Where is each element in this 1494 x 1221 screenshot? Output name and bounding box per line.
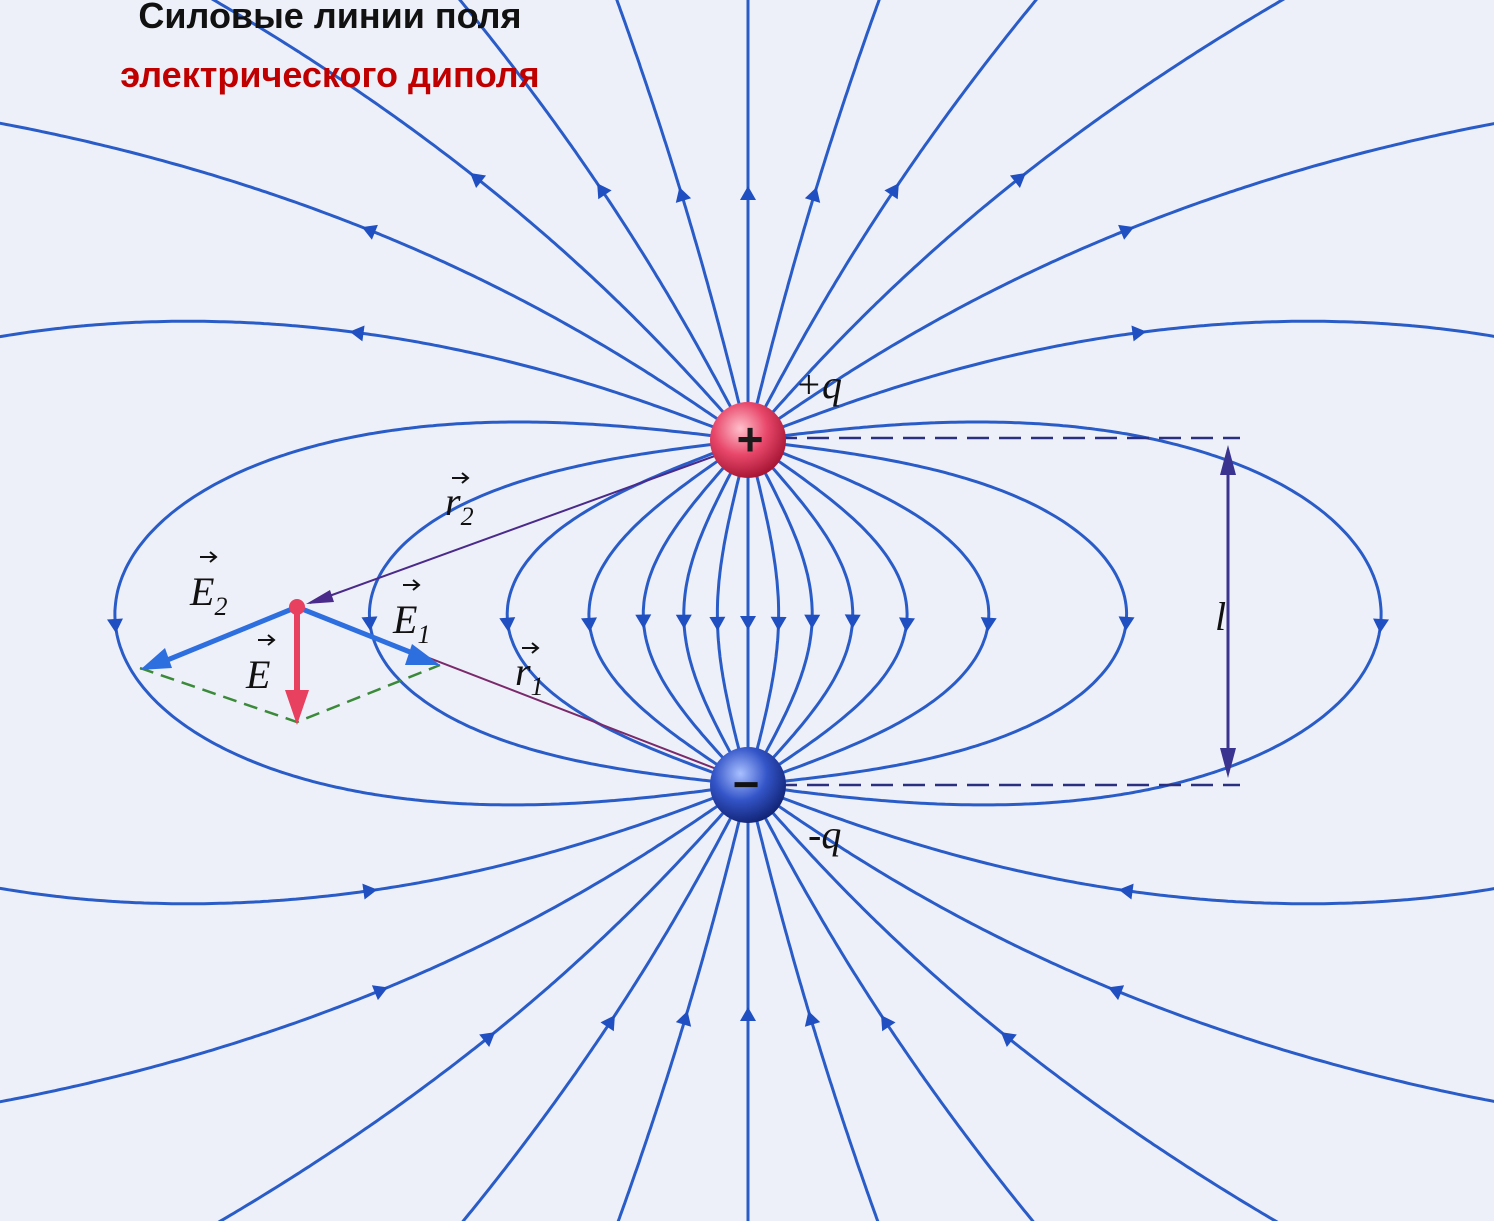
negative-label: -q xyxy=(808,812,841,857)
field-point xyxy=(289,599,305,615)
field-arrow xyxy=(107,618,123,633)
field-arrow xyxy=(1009,173,1026,188)
title-line2: электрического диполя xyxy=(120,54,539,95)
field-arrow xyxy=(884,183,899,200)
field-line xyxy=(113,420,731,807)
title-line1: Силовые линии поля xyxy=(138,0,521,36)
field-arrow xyxy=(881,1015,896,1032)
field-arrow xyxy=(361,616,378,631)
e2-vector xyxy=(159,604,298,666)
field-line xyxy=(751,462,781,767)
e1-vector xyxy=(296,604,421,659)
field-arrow xyxy=(844,614,861,629)
e1-head xyxy=(405,644,440,665)
field-arrow xyxy=(804,1011,821,1027)
r2-sym: r xyxy=(445,479,461,524)
positive-charge xyxy=(710,402,786,478)
field-line xyxy=(615,0,744,418)
negative-sign: − xyxy=(733,758,760,810)
field-arrow xyxy=(740,186,756,200)
field-arrow xyxy=(371,985,388,1001)
r2-label: r2 xyxy=(445,472,474,531)
e2-head xyxy=(140,648,172,670)
field-line xyxy=(769,441,1129,785)
e2-label: E2 xyxy=(189,551,227,621)
field-arrow xyxy=(581,617,597,632)
r2-sub: 2 xyxy=(461,502,474,531)
e1-label: E1 xyxy=(392,579,430,649)
field-arrow xyxy=(1118,883,1134,900)
field-arrow xyxy=(479,1032,496,1048)
field-arrow xyxy=(1131,325,1147,342)
field-arrow xyxy=(1118,224,1135,240)
field-arrow xyxy=(675,1011,692,1027)
field-arrow xyxy=(770,616,787,631)
field-arrow xyxy=(1118,616,1135,631)
e-head xyxy=(285,690,309,725)
field-line xyxy=(769,319,1494,433)
field-line xyxy=(752,0,881,418)
e1-sym: E xyxy=(392,597,417,642)
e2-symbol: E2 xyxy=(189,569,227,621)
field-arrow xyxy=(470,173,487,188)
field-arrow xyxy=(1000,1032,1017,1048)
e-label: E xyxy=(245,634,276,697)
field-line xyxy=(587,452,734,776)
field-line xyxy=(762,0,1286,424)
e-symbol: E xyxy=(245,652,270,697)
field-arrow xyxy=(349,325,365,342)
field-arrow xyxy=(361,224,378,240)
field-line xyxy=(766,122,1494,428)
e1-sub: 1 xyxy=(417,620,430,649)
field-line xyxy=(0,797,730,1104)
field-line xyxy=(765,447,991,780)
field-arrow xyxy=(675,614,692,629)
field-arrow xyxy=(675,187,692,203)
r1-label: r1 xyxy=(515,642,544,701)
field-line xyxy=(762,452,909,776)
field-arrow xyxy=(597,183,612,200)
r2-line xyxy=(309,444,746,604)
field-arrow xyxy=(740,616,756,630)
field-line xyxy=(765,420,1383,807)
field-line xyxy=(0,319,727,433)
field-arrow xyxy=(499,617,516,632)
positive-label: +q xyxy=(795,362,842,407)
r1-symbol: r1 xyxy=(515,649,544,701)
e2-sym: E xyxy=(189,569,214,614)
field-line xyxy=(757,0,1038,420)
r2-arrow xyxy=(306,590,334,604)
positive-sign: + xyxy=(737,413,764,465)
r1-sub: 1 xyxy=(531,672,544,701)
negative-charge xyxy=(710,747,786,823)
field-arrow xyxy=(804,187,821,203)
e2-sub: 2 xyxy=(214,592,227,621)
field-arrow xyxy=(980,617,997,632)
r2-symbol: r2 xyxy=(445,479,474,531)
distance-label: l xyxy=(1215,594,1226,639)
field-line xyxy=(715,462,745,767)
field-arrow xyxy=(899,617,915,632)
field-line xyxy=(458,0,739,420)
field-arrow xyxy=(362,883,378,900)
field-arrow xyxy=(1108,985,1125,1001)
field-arrow xyxy=(600,1015,615,1032)
field-arrow xyxy=(740,1007,756,1021)
field-line xyxy=(210,0,734,424)
field-arrow xyxy=(1373,618,1389,633)
r1-sym: r xyxy=(515,649,531,694)
field-arrow xyxy=(635,614,652,629)
e1-symbol: E1 xyxy=(392,597,430,649)
field-arrow xyxy=(804,614,821,629)
field-arrow xyxy=(709,616,726,631)
field-line xyxy=(367,441,727,785)
